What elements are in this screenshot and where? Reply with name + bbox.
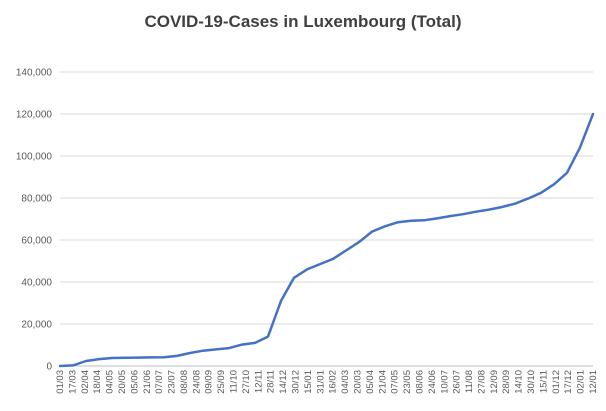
x-tick-label: 05/06	[129, 370, 140, 394]
x-tick-label: 10/07	[439, 370, 450, 394]
x-tick-label: 15/11	[538, 370, 549, 393]
x-tick-label: 07/05	[390, 370, 401, 394]
y-tick-label: 100,000	[16, 152, 53, 163]
x-tick-label: 27/08	[476, 370, 487, 394]
x-tick-label: 20/03	[352, 370, 363, 394]
x-tick-label: 09/09	[204, 370, 215, 394]
x-tick-label: 16/02	[328, 370, 339, 394]
x-tick-label: 02/04	[80, 370, 91, 394]
y-tick-label: 60,000	[21, 236, 52, 247]
chart-title: COVID-19-Cases in Luxembourg (Total)	[144, 12, 462, 31]
y-tick-label: 140,000	[16, 68, 53, 79]
x-tick-label: 12/01	[588, 370, 599, 394]
x-tick-label: 31/01	[315, 370, 326, 394]
x-tick-label: 28/11	[266, 370, 277, 393]
x-tick-label: 07/07	[154, 370, 165, 394]
y-tick-label: 0	[46, 362, 52, 373]
x-tick-label: 15/01	[303, 370, 314, 394]
y-axis-ticks: 0 20,000 40,000 60,000 80,000 100,000 120,000 1…	[16, 68, 53, 373]
x-tick-label: 12/09	[489, 370, 500, 394]
x-tick-label: 05/04	[365, 370, 376, 394]
x-tick-label: 08/06	[414, 370, 425, 394]
x-tick-label: 01/12	[551, 370, 562, 394]
series-layer	[58, 112, 595, 368]
y-tick-label: 40,000	[21, 278, 52, 289]
x-tick-label: 23/07	[167, 370, 178, 394]
series-line	[58, 112, 595, 368]
x-tick-label: 11/08	[464, 370, 475, 393]
x-tick-label: 18/04	[92, 370, 103, 394]
y-tick-label: 120,000	[16, 110, 53, 121]
x-tick-label: 26/07	[452, 370, 463, 394]
grid-layer	[60, 71, 593, 367]
x-tick-label: 21/06	[142, 370, 153, 394]
x-tick-label: 21/04	[377, 370, 388, 394]
x-tick-label: 24/06	[427, 370, 438, 394]
x-tick-label: 14/10	[514, 370, 525, 394]
x-tick-label: 01/03	[55, 370, 66, 394]
x-tick-label: 02/01	[576, 370, 587, 394]
x-tick-label: 27/10	[241, 370, 252, 394]
x-tick-label: 17/03	[67, 370, 78, 394]
y-tick-label: 20,000	[21, 320, 52, 331]
x-tick-label: 04/05	[105, 370, 116, 394]
x-tick-label: 12/11	[253, 370, 264, 393]
x-tick-label: 20/05	[117, 370, 128, 394]
x-tick-label: 28/09	[501, 370, 512, 394]
x-tick-label: 25/09	[216, 370, 227, 394]
x-tick-label: 08/08	[179, 370, 190, 394]
x-tick-label: 11/10	[229, 370, 240, 393]
y-tick-label: 80,000	[21, 194, 52, 205]
x-tick-label: 04/03	[340, 370, 351, 394]
x-tick-label: 24/08	[191, 370, 202, 394]
x-tick-label: 14/12	[278, 370, 289, 394]
x-tick-label: 17/12	[563, 370, 574, 394]
x-tick-label: 30/12	[291, 370, 302, 394]
x-tick-label: 23/05	[402, 370, 413, 394]
x-axis-ticks: 01/03 17/03 02/04 18/04 04/05 20/05 05/06 21/06…	[55, 370, 599, 394]
x-tick-label: 30/10	[526, 370, 537, 394]
